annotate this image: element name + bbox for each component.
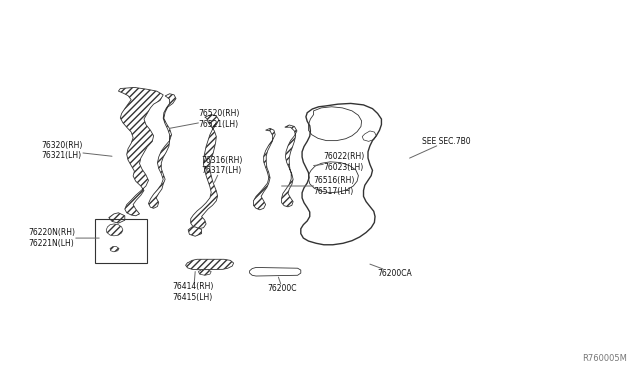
Polygon shape bbox=[106, 224, 123, 236]
Polygon shape bbox=[282, 125, 297, 207]
Polygon shape bbox=[148, 94, 176, 208]
Polygon shape bbox=[118, 87, 163, 216]
Text: R760005M: R760005M bbox=[582, 354, 627, 363]
Text: 76220N(RH)
76221N(LH): 76220N(RH) 76221N(LH) bbox=[29, 228, 99, 248]
Polygon shape bbox=[191, 115, 219, 229]
Polygon shape bbox=[253, 128, 275, 210]
Bar bbox=[95, 219, 147, 263]
Polygon shape bbox=[188, 227, 202, 236]
Polygon shape bbox=[250, 267, 301, 276]
Text: 76316(RH)
76317(LH): 76316(RH) 76317(LH) bbox=[202, 156, 243, 182]
Text: 76200CA: 76200CA bbox=[370, 264, 412, 278]
Polygon shape bbox=[186, 259, 234, 270]
Text: 76022(RH)
76023(LH): 76022(RH) 76023(LH) bbox=[314, 152, 364, 171]
Text: 76200C: 76200C bbox=[268, 277, 297, 293]
Text: 76414(RH)
76415(LH): 76414(RH) 76415(LH) bbox=[173, 272, 214, 302]
Text: SEE SEC.7B0: SEE SEC.7B0 bbox=[410, 137, 471, 158]
Polygon shape bbox=[109, 213, 125, 223]
Text: 76520(RH)
76521(LH): 76520(RH) 76521(LH) bbox=[170, 109, 240, 129]
Polygon shape bbox=[110, 247, 119, 252]
Text: 76320(RH)
76321(LH): 76320(RH) 76321(LH) bbox=[42, 141, 112, 160]
Text: 76516(RH)
76517(LH): 76516(RH) 76517(LH) bbox=[282, 176, 355, 196]
Polygon shape bbox=[198, 270, 211, 275]
